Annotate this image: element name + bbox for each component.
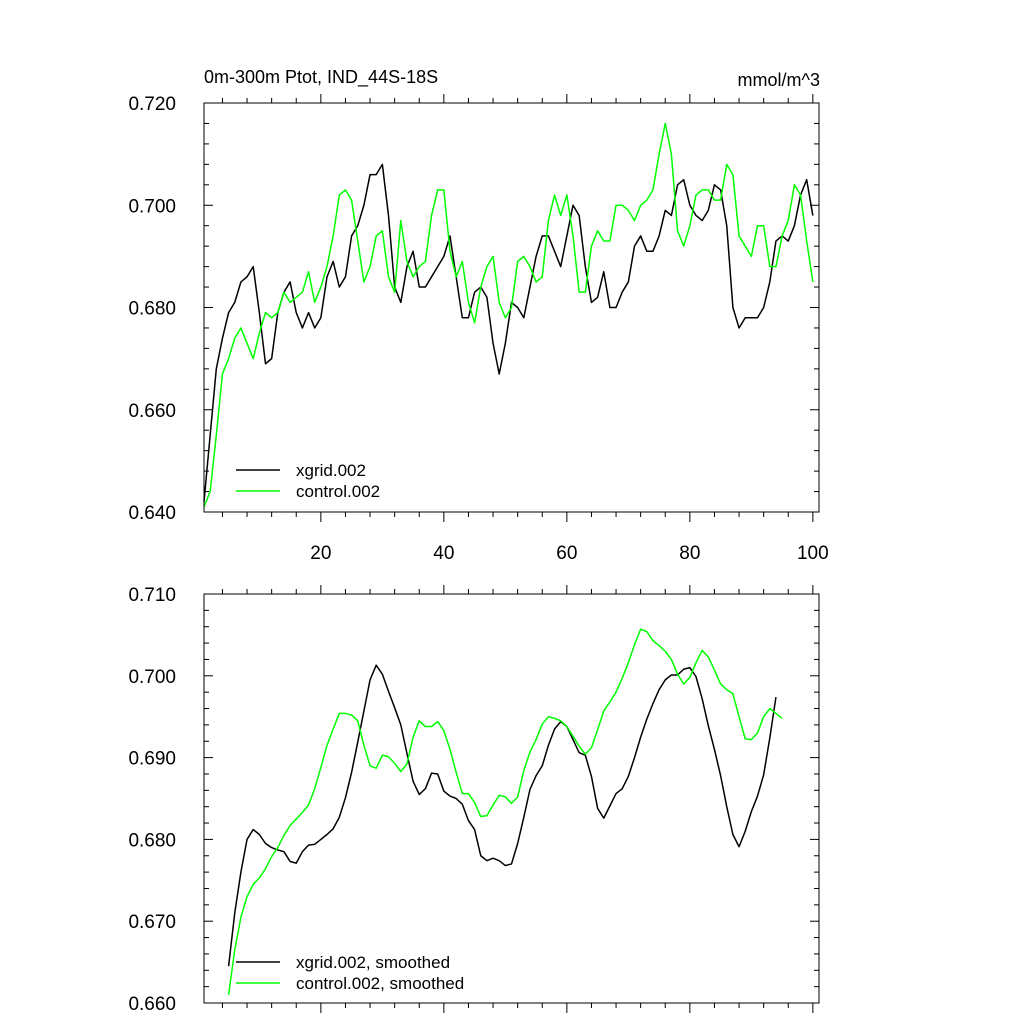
y-tick-label: 0.640 bbox=[128, 503, 176, 524]
y-tick-label: 0.700 bbox=[128, 667, 176, 688]
y-tick-label: 0.670 bbox=[128, 912, 176, 933]
top-legend: xgrid.002 control.002 bbox=[236, 461, 380, 501]
legend-label-xgrid-smoothed: xgrid.002, smoothed bbox=[296, 953, 450, 972]
x-tick-label: 40 bbox=[433, 543, 454, 564]
y-tick-label: 0.720 bbox=[128, 94, 176, 115]
legend-label-control-smoothed: control.002, smoothed bbox=[296, 974, 464, 993]
y-tick-label: 0.660 bbox=[128, 994, 176, 1015]
y-tick-label: 0.680 bbox=[128, 299, 176, 320]
series-line-xgrid-002-smoothed bbox=[227, 664, 777, 967]
x-tick-label: 80 bbox=[679, 543, 700, 564]
series-line-control-002-smoothed bbox=[227, 628, 783, 995]
chart-units: mmol/m^3 bbox=[738, 70, 820, 90]
bottom-chart: 0.660 0.670 0.680 0.690 0.700 0.710 xgrid.002… bbox=[128, 585, 820, 1015]
series-line-control-002 bbox=[203, 122, 814, 508]
y-tick-label: 0.700 bbox=[128, 196, 176, 217]
x-tick-label: 60 bbox=[556, 543, 577, 564]
legend-label-xgrid: xgrid.002 bbox=[296, 461, 366, 480]
legend-label-control: control.002 bbox=[296, 482, 380, 501]
y-tick-label: 0.660 bbox=[128, 401, 176, 422]
x-tick-label: 100 bbox=[797, 543, 829, 564]
bottom-legend: xgrid.002, smoothed control.002, smoothe… bbox=[236, 953, 464, 993]
y-tick-label: 0.680 bbox=[128, 830, 176, 851]
bottom-plot-frame bbox=[203, 593, 820, 1004]
x-tick-label: 20 bbox=[310, 543, 331, 564]
series-line-xgrid-002 bbox=[203, 163, 814, 502]
y-tick-label: 0.690 bbox=[128, 749, 176, 770]
top-chart: 0m-300m Ptot, IND_44S-18S mmol/m^3 0.640… bbox=[128, 67, 828, 564]
y-tick-label: 0.710 bbox=[128, 585, 176, 606]
chart-title: 0m-300m Ptot, IND_44S-18S bbox=[204, 67, 438, 88]
